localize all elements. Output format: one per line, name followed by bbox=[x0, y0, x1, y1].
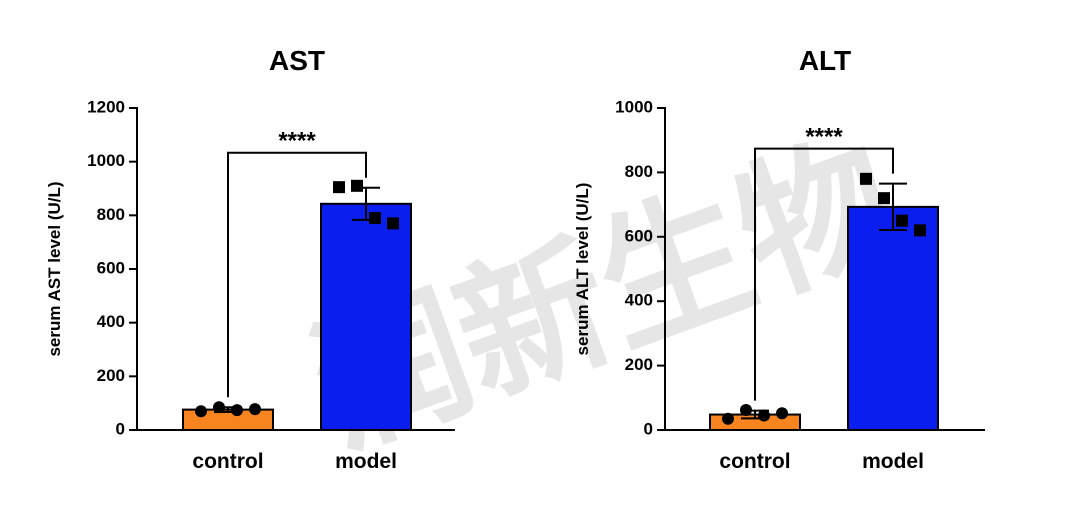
y-tick-label: 400 bbox=[97, 312, 125, 331]
x-tick-label: control bbox=[192, 450, 263, 473]
y-tick-label: 0 bbox=[116, 419, 125, 438]
x-tick-label: control bbox=[719, 450, 790, 473]
y-tick-label: 1000 bbox=[615, 97, 653, 116]
bar bbox=[847, 205, 939, 431]
bar bbox=[320, 202, 412, 431]
y-tick-label: 600 bbox=[97, 258, 125, 277]
data-point bbox=[369, 212, 381, 225]
y-tick-label: 200 bbox=[625, 355, 653, 374]
y-tick-label: 1000 bbox=[87, 151, 125, 170]
data-point bbox=[333, 181, 345, 194]
y-tick-label: 200 bbox=[97, 366, 125, 385]
data-point bbox=[896, 214, 908, 227]
data-point bbox=[722, 412, 734, 425]
y-tick-label: 800 bbox=[97, 205, 125, 224]
significance-bracket bbox=[227, 151, 367, 398]
y-tick-label: 0 bbox=[644, 419, 653, 438]
data-point bbox=[351, 179, 363, 192]
data-point bbox=[758, 409, 770, 422]
y-axis-label: serum ALT level (U/L) bbox=[573, 183, 592, 356]
chart-title: ALT bbox=[799, 45, 851, 76]
data-point bbox=[860, 172, 872, 185]
data-point bbox=[231, 404, 243, 417]
data-point bbox=[387, 217, 399, 230]
data-point bbox=[195, 405, 207, 418]
y-tick-label: 600 bbox=[625, 226, 653, 245]
y-tick-label: 1200 bbox=[87, 97, 125, 116]
data-point bbox=[776, 407, 788, 420]
x-tick-label: model bbox=[862, 450, 924, 473]
y-axis-label: serum AST level (U/L) bbox=[45, 181, 64, 356]
y-tick-label: 400 bbox=[625, 291, 653, 310]
data-point bbox=[213, 401, 225, 414]
significance-label: **** bbox=[805, 124, 843, 151]
x-tick-label: model bbox=[335, 450, 397, 473]
data-point bbox=[878, 192, 890, 205]
significance-bracket bbox=[754, 147, 894, 401]
data-point bbox=[914, 224, 926, 237]
error-bar bbox=[879, 182, 907, 232]
significance-label: **** bbox=[278, 128, 316, 155]
chart-title: AST bbox=[269, 45, 325, 76]
y-tick-label: 800 bbox=[625, 162, 653, 181]
data-point bbox=[740, 404, 752, 417]
data-point bbox=[249, 403, 261, 416]
